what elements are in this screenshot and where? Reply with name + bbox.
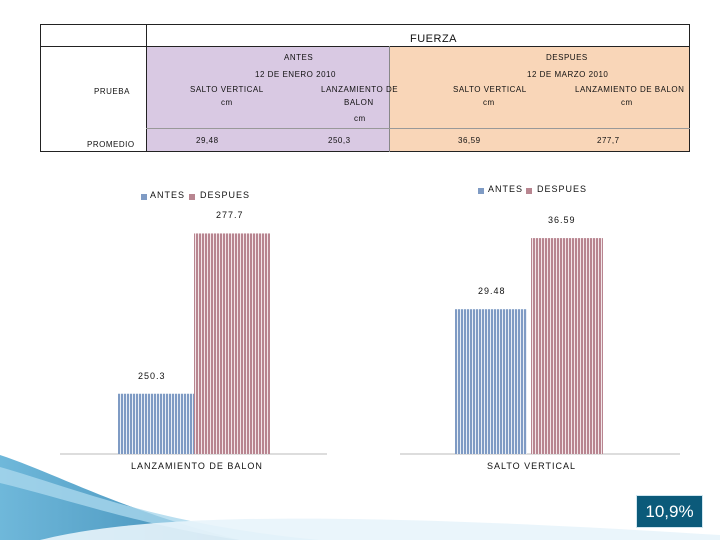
value-salto-antes: 29,48 — [196, 136, 219, 145]
legend-despues: DESPUES — [537, 184, 588, 194]
value-label-antes: 29.48 — [478, 286, 506, 297]
legend-despues: DESPUES — [200, 190, 251, 200]
col-lanz-antes-unit: cm — [354, 114, 366, 123]
legend-swatch-antes — [141, 194, 147, 200]
despues-label: DESPUES — [546, 53, 588, 62]
legend-swatch-antes — [478, 188, 484, 194]
bar-antes — [118, 393, 194, 454]
legend-swatch-despues — [189, 194, 195, 200]
despues-date: 12 DE MARZO 2010 — [527, 70, 609, 79]
col-lanz-antes-2: BALON — [344, 98, 374, 107]
value-label-despues: 36.59 — [548, 215, 576, 226]
col-salto-despues: SALTO VERTICAL — [453, 85, 527, 94]
col-salto-despues-unit: cm — [483, 98, 495, 107]
col-salto-antes-unit: cm — [221, 98, 233, 107]
value-salto-despues: 36,59 — [458, 136, 481, 145]
chart-title: LANZAMIENTO DE BALON — [131, 461, 263, 471]
chart-salto: ANTES DESPUES 29.48 36.59 SALTO VERTICAL — [395, 180, 685, 480]
legend-swatch-despues — [526, 188, 532, 194]
col-lanz-antes-1: LANZAMIENTO DE — [321, 85, 399, 94]
prueba-label: PRUEBA — [94, 87, 130, 96]
table-title: FUERZA — [410, 33, 457, 45]
bar-despues — [531, 238, 603, 454]
col-lanz-despues: LANZAMIENTO DE BALON — [575, 85, 685, 94]
legend-antes: ANTES — [488, 184, 524, 194]
bar-despues — [194, 233, 270, 454]
chart-lanzamiento-svg — [60, 233, 327, 455]
decorative-wave — [0, 455, 720, 540]
promedio-label: PROMEDIO — [87, 140, 135, 149]
chart-lanzamiento: ANTES DESPUES 250.3 277.7 LANZAMIENTO DE… — [55, 180, 330, 480]
col-salto-antes: SALTO VERTICAL — [190, 85, 264, 94]
badge-text: 10,9% — [645, 502, 694, 521]
chart-title: SALTO VERTICAL — [487, 461, 577, 471]
fuerza-table: FUERZA ANTES DESPUES 12 DE ENERO 2010 12… — [40, 24, 690, 152]
col-lanz-despues-unit: cm — [621, 98, 633, 107]
antes-label: ANTES — [284, 53, 314, 62]
chart-salto-svg — [400, 238, 680, 455]
bar-antes — [455, 309, 527, 454]
antes-date: 12 DE ENERO 2010 — [255, 70, 336, 79]
value-label-despues: 277.7 — [216, 210, 244, 221]
despues-header-bg — [389, 46, 690, 152]
antes-header-bg — [146, 46, 389, 152]
value-lanz-despues: 277,7 — [597, 136, 620, 145]
value-lanz-antes: 250,3 — [328, 136, 351, 145]
value-label-antes: 250.3 — [138, 370, 166, 381]
legend-antes: ANTES — [150, 190, 186, 200]
percentage-badge: 10,9% — [636, 495, 703, 528]
